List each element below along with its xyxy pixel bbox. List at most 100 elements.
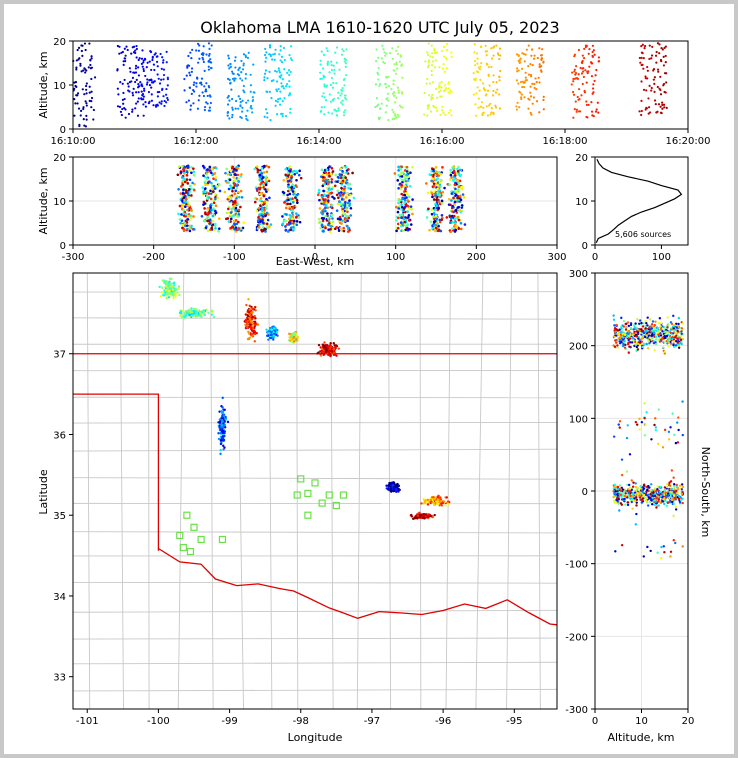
time-height-point: [538, 111, 541, 114]
ns-height-point: [646, 324, 649, 327]
time-height-point: [527, 44, 530, 47]
plan-view-point: [177, 287, 181, 291]
ns-height-point: [672, 343, 675, 347]
time-height-point: [137, 97, 140, 100]
ew-height-point: [434, 226, 438, 230]
time-height-point: [264, 60, 267, 63]
ns-height-point: [622, 342, 625, 346]
time-height-point: [481, 82, 485, 85]
time-height-point: [640, 51, 644, 54]
time-height-point: [423, 113, 426, 116]
time-height-point: [665, 72, 668, 75]
ew-height-point: [402, 217, 406, 221]
ew-height-point: [440, 199, 444, 203]
time-height-point: [665, 81, 668, 84]
time-height-point: [444, 88, 447, 91]
time-height-point: [395, 67, 399, 70]
ew-height-point: [430, 191, 434, 195]
hist-alt-tick-label: 0: [582, 241, 588, 252]
ew-height-point: [430, 212, 434, 216]
time-height-point: [655, 111, 658, 114]
ew-height-point: [286, 193, 289, 197]
ew-height-point: [292, 192, 295, 196]
time-height-point: [428, 82, 432, 85]
ew-height-point: [264, 214, 267, 218]
time-height-point: [333, 108, 336, 111]
plan-view-point: [329, 354, 332, 357]
time-height-point: [85, 82, 88, 85]
plan-view-point: [411, 517, 415, 520]
ew-height-point: [235, 214, 238, 217]
plan-view-point: [392, 481, 396, 484]
ew-height-point: [339, 203, 343, 206]
time-height-point: [231, 77, 235, 80]
time-height-point: [82, 106, 85, 109]
ew-height-point: [433, 208, 437, 212]
time-height-point: [209, 101, 212, 105]
time-height-point: [518, 59, 521, 62]
time-height-point: [498, 93, 501, 96]
time-height-point: [661, 107, 664, 110]
time-height-point: [332, 64, 335, 67]
ew-height-point: [397, 169, 400, 172]
ew-height-point: [284, 219, 288, 223]
ew-height-point: [289, 216, 292, 220]
ew-height-point: [232, 176, 235, 179]
ew-height-point: [431, 177, 434, 180]
ns-height-point: [677, 497, 681, 501]
ns-height-point: [667, 345, 671, 348]
ew-height-point: [327, 171, 331, 175]
time-height-point: [238, 97, 242, 100]
ew-height-point: [202, 174, 205, 177]
lat-tick-label: 35: [53, 511, 66, 522]
time-height-point: [450, 114, 453, 117]
time-height-point: [246, 56, 250, 59]
ew-height-point: [239, 189, 243, 193]
time-height-point: [189, 108, 192, 111]
ns-height-point: [655, 333, 658, 336]
time-height-point: [208, 47, 211, 50]
ew-height-point: [292, 225, 295, 229]
ns-height-point: [645, 342, 648, 346]
time-height-point: [208, 54, 211, 57]
time-height-point: [476, 86, 479, 89]
ew-height-point: [225, 211, 229, 215]
time-height-point: [141, 65, 144, 68]
plan-view-point: [210, 309, 213, 312]
plan-view-point: [432, 498, 436, 502]
time-height-point: [376, 104, 379, 108]
plan-view-point: [290, 334, 293, 337]
ns-height-point: [628, 345, 631, 348]
ew-height-point: [253, 167, 257, 171]
ew-height-point: [287, 173, 290, 177]
time-height-point: [379, 82, 382, 86]
time-height-point: [155, 104, 158, 107]
ns-height-point: [642, 342, 646, 346]
station-marker: [179, 543, 187, 552]
time-height-point: [130, 80, 133, 83]
ns-height-point: [616, 329, 620, 332]
time-height-point: [496, 52, 499, 55]
time-height-point: [278, 97, 282, 100]
ew-height-point: [208, 218, 212, 221]
ew-height-point: [453, 200, 457, 204]
ew-height-point: [204, 212, 207, 216]
ew-height-point: [192, 170, 196, 173]
time-height-point: [656, 68, 660, 71]
ew-height-point: [291, 217, 294, 221]
ns-height-point: [648, 330, 651, 334]
ew-height-point: [214, 197, 217, 201]
ew-height-point: [211, 219, 215, 223]
ns-height-point: [680, 488, 684, 491]
time-height-point: [590, 101, 593, 104]
time-height-point: [203, 69, 206, 72]
chart-title: Oklahoma LMA 1610-1620 UTC July 05, 2023: [200, 18, 559, 37]
time-height-point: [237, 107, 240, 110]
ns-height-point: [642, 487, 646, 490]
time-height-point: [539, 54, 543, 57]
ns-height-point: [632, 328, 635, 331]
ew-height-point: [206, 208, 210, 211]
time-height-point: [92, 118, 95, 121]
ew-height-point: [178, 218, 182, 221]
